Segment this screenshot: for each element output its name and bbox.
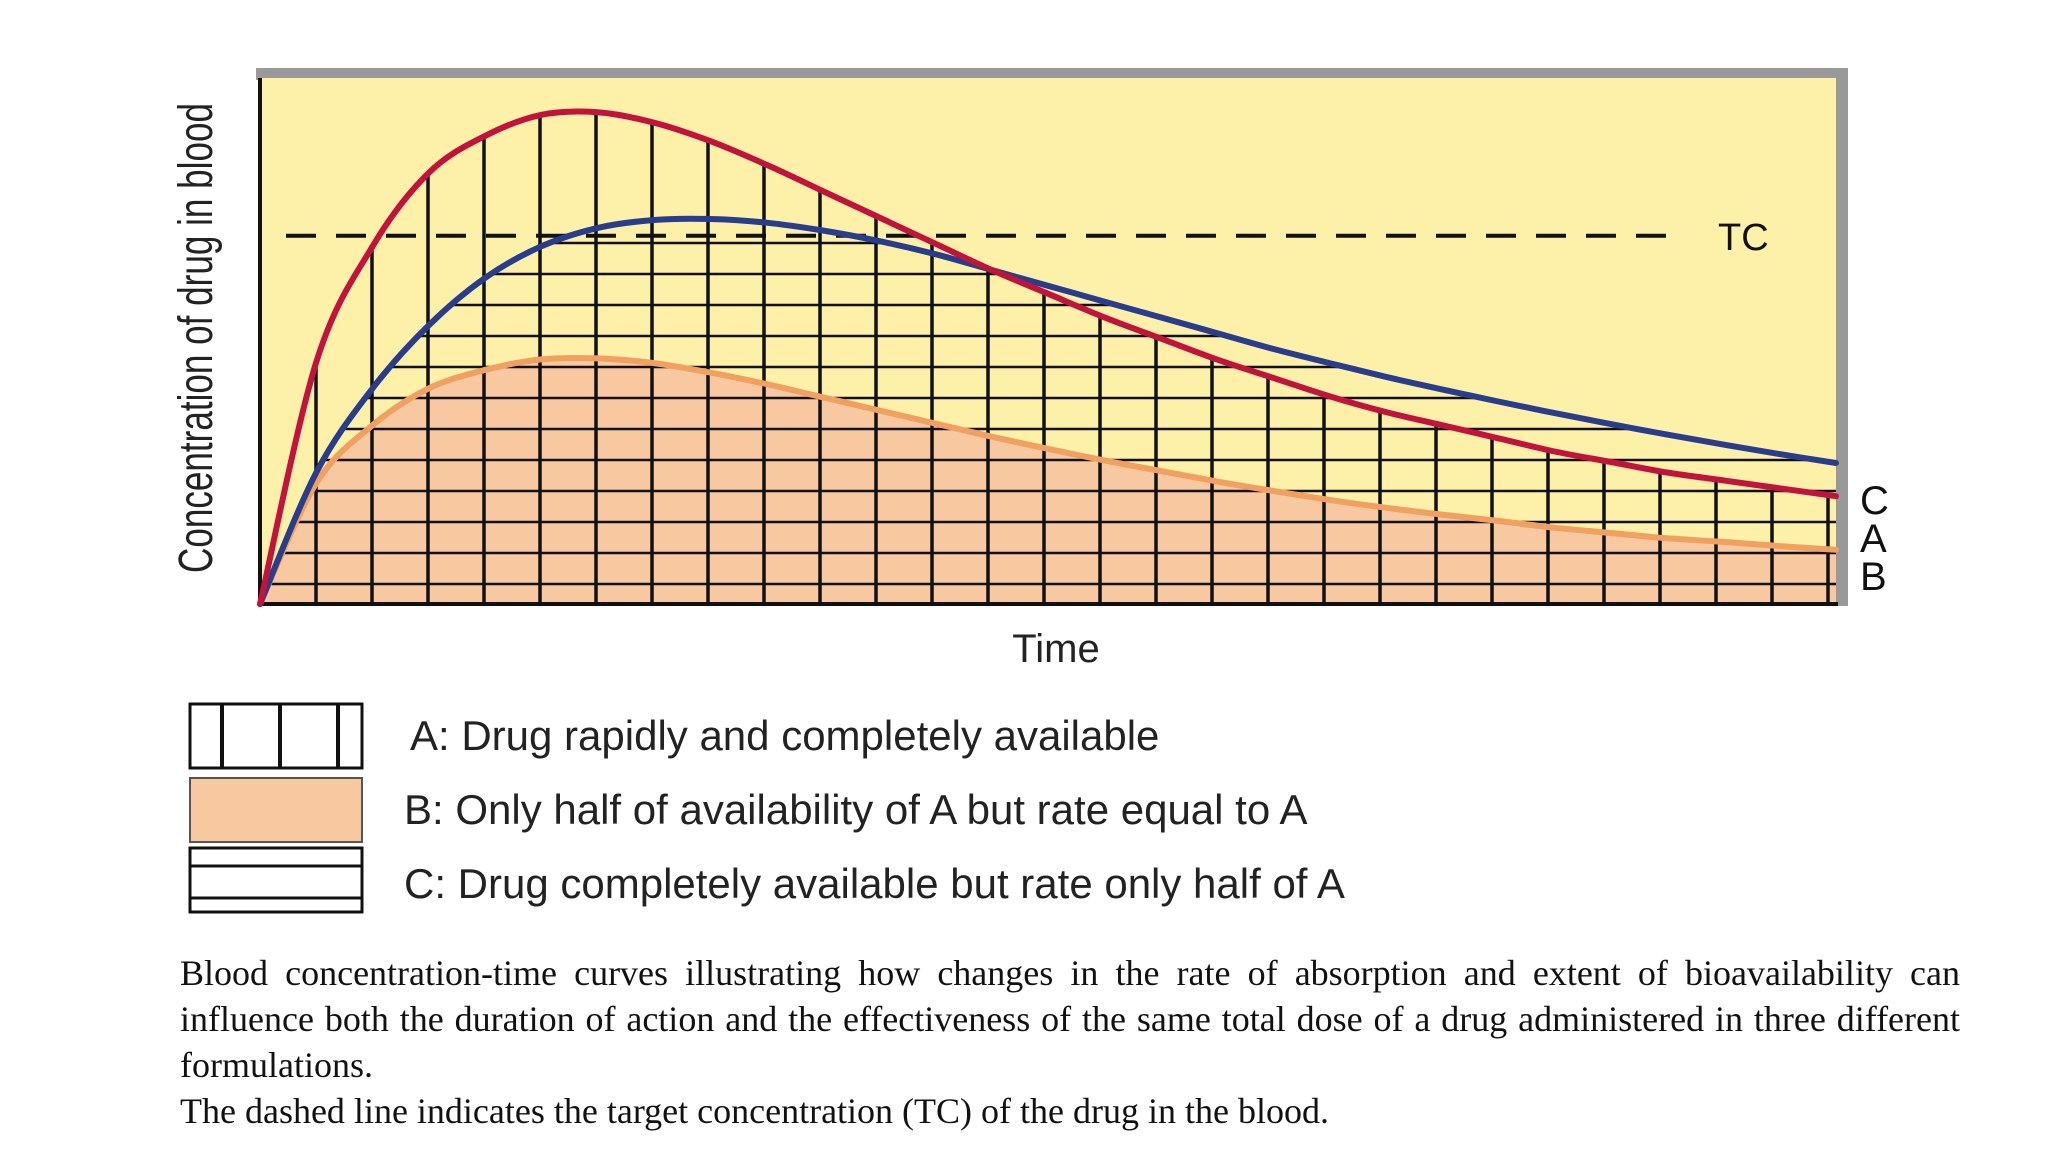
series-c-line [257, 215, 1839, 607]
legend-label-c: C: Drug completely available but rate on… [404, 860, 1345, 907]
plot-frame-top [256, 68, 1848, 80]
series-a-line [257, 108, 1839, 607]
series-a-end-label: A [1860, 517, 1887, 561]
target-concentration-label: TC [1718, 217, 1769, 259]
legend-label-b: B: Only half of availability of A but ra… [404, 786, 1308, 833]
legend-label-a: A: Drug rapidly and completely available [410, 712, 1159, 759]
series-b-area [260, 357, 1836, 604]
plot-frame-right [1836, 68, 1848, 606]
series-c-end-label: C [1860, 479, 1889, 523]
caption-line-1: Blood concentration-time curves illustra… [180, 953, 1960, 1085]
y-axis-label: Concentration of drug in blood [170, 103, 223, 573]
legend-swatch-c [188, 846, 364, 914]
caption-line-2: The dashed line indicates the target con… [180, 1091, 1329, 1131]
figure-caption: Blood concentration-time curves illustra… [180, 950, 1960, 1134]
legend-swatch-b [189, 777, 363, 843]
series-b-line [257, 354, 1839, 607]
legend-swatch-a [188, 702, 364, 770]
series-b-end-label: B [1860, 555, 1887, 599]
legend: A: Drug rapidly and completely available… [188, 702, 1345, 914]
x-axis-label: Time [1012, 627, 1099, 671]
